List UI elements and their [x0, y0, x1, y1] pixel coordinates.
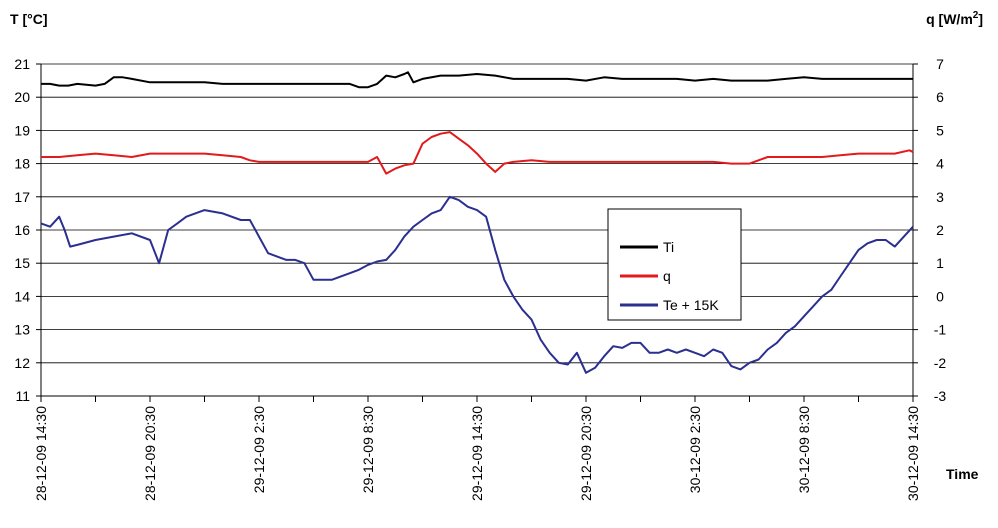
legend-box	[607, 208, 742, 321]
y-left-tick-label-1: 12	[14, 355, 30, 371]
x-tick-label-1: 28-12-09 20:30	[142, 406, 158, 501]
y-right-tick-label-10: 7	[936, 56, 944, 72]
y-right-tick-label-0: -3	[934, 388, 947, 404]
x-tick-label-2: 29-12-09 2:30	[251, 406, 267, 493]
legend: Ti q Te + 15K	[607, 208, 742, 321]
y-right-title-sup: 2	[973, 10, 979, 21]
x-tick-label-5: 29-12-09 20:30	[578, 406, 594, 501]
y-left-tick-label-4: 15	[14, 255, 30, 271]
y-left-tick-label-7: 18	[14, 156, 30, 172]
x-tick-label-3: 29-12-09 8:30	[360, 406, 376, 493]
x-tick-label-4: 29-12-09 14:30	[469, 406, 485, 501]
y-left-tick-label-0: 11	[15, 388, 30, 404]
axes	[36, 63, 918, 402]
series-lines	[40, 71, 914, 374]
x-tick-labels: 28-12-09 14:30 28-12-09 20:30 29-12-09 2:3…	[33, 406, 921, 501]
x-tick-label-8: 30-12-09 14:30	[905, 406, 921, 501]
legend-label-te: Te + 15K	[663, 297, 719, 313]
gridlines	[41, 63, 913, 364]
y-left-tick-label-3: 14	[14, 288, 30, 304]
x-axis-title: Time	[946, 466, 979, 482]
y-right-tick-label-6: 3	[936, 189, 944, 205]
y-right-tick-label-8: 5	[936, 122, 944, 138]
x-tick-label-0: 28-12-09 14:30	[33, 406, 49, 501]
y-right-tick-label-5: 2	[936, 222, 944, 238]
y-right-tick-label-4: 1	[936, 255, 944, 271]
y-left-tick-label-10: 21	[14, 56, 30, 72]
y-right-axis-title: q [W/m2]	[926, 10, 983, 27]
y-right-tick-label-1: -2	[934, 355, 947, 371]
left-tick-labels: 11 12 13 14 15 16 17 18 19 20 21	[14, 56, 30, 404]
y-left-tick-label-5: 16	[14, 222, 30, 238]
series-line-q	[41, 131, 914, 175]
x-tick-label-7: 30-12-09 8:30	[796, 406, 812, 493]
series-line-te-15k	[40, 195, 914, 374]
x-tick-label-6: 30-12-09 2:30	[687, 406, 703, 493]
right-tick-labels: -3 -2 -1 0 1 2 3 4 5 6 7	[934, 56, 947, 404]
y-right-title-end: ]	[978, 11, 983, 27]
legend-label-ti: Ti	[663, 239, 674, 255]
y-right-tick-label-2: -1	[934, 322, 947, 338]
y-left-tick-label-2: 13	[14, 322, 30, 338]
y-right-title-main: q [W/m	[926, 11, 973, 27]
y-right-tick-label-9: 6	[936, 89, 944, 105]
y-left-tick-label-8: 19	[14, 122, 30, 138]
y-left-tick-label-6: 17	[14, 189, 30, 205]
legend-label-q: q	[663, 268, 671, 284]
y-left-axis-title: T [°C]	[10, 11, 47, 27]
series-line-ti	[41, 71, 913, 89]
y-right-tick-label-7: 4	[936, 156, 944, 172]
y-left-tick-label-9: 20	[14, 89, 30, 105]
y-right-tick-label-3: 0	[936, 288, 944, 304]
